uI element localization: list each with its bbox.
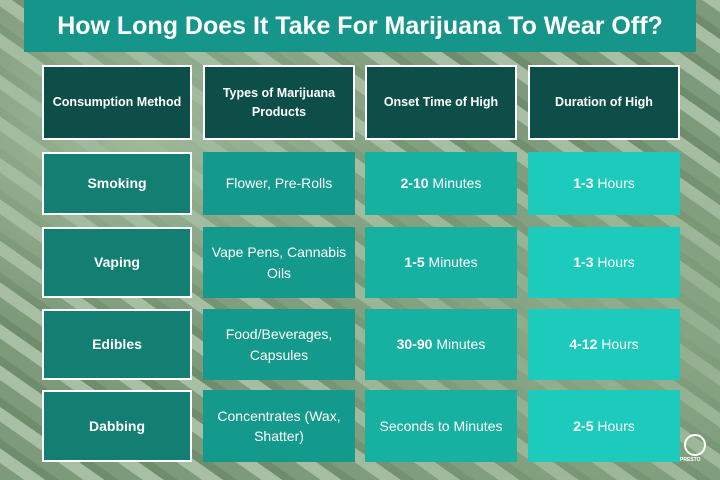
duration-cell: 4-12 Hours	[528, 309, 680, 380]
value-text: Hours	[593, 254, 635, 271]
value-bold: 1-3	[573, 254, 594, 271]
duration-value: 4-12 Hours	[569, 334, 638, 354]
value-bold: 1-3	[573, 175, 594, 192]
header-cell: Types of Marijuana Products	[203, 65, 355, 140]
value-text: Dabbing	[89, 417, 145, 434]
header-cell: Consumption Method	[42, 65, 192, 140]
products-cell: Flower, Pre-Rolls	[203, 152, 355, 215]
value-text: Smoking	[87, 175, 147, 192]
onset-cell: 2-10 Minutes	[365, 152, 517, 215]
value-text: Food/Beverages, Capsules	[225, 326, 333, 363]
value-text: Vaping	[94, 254, 140, 271]
value-text: Minutes	[424, 254, 478, 271]
duration-cell: 1-3 Hours	[528, 152, 680, 215]
duration-cell: 1-3 Hours	[528, 227, 680, 298]
onset-value: 2-10 Minutes	[401, 173, 482, 193]
onset-cell: 30-90 Minutes	[365, 309, 517, 380]
onset-value: 1-5 Minutes	[404, 252, 477, 272]
value-text: Hours	[593, 175, 635, 192]
value-text: Concentrates (Wax, Shatter)	[217, 407, 341, 444]
value-bold: 1-5	[404, 254, 425, 271]
header-cell: Onset Time of High	[365, 65, 517, 140]
value-text: Seconds to Minutes	[379, 417, 503, 434]
onset-cell: 1-5 Minutes	[365, 227, 517, 298]
value-text: Hours	[593, 417, 635, 434]
onset-cell: Seconds to Minutes	[365, 390, 517, 462]
method-cell: Dabbing	[42, 390, 192, 462]
header-label: Duration of High	[555, 95, 653, 110]
value-text: Vape Pens, Cannabis Oils	[211, 244, 347, 281]
value-bold: 30-90	[396, 336, 433, 353]
products-cell: Concentrates (Wax, Shatter)	[203, 390, 355, 462]
duration-cell: 2-5 Hours	[528, 390, 680, 462]
duration-value: 1-3 Hours	[573, 252, 634, 272]
duration-value: 1-3 Hours	[573, 173, 634, 193]
products-cell: Vape Pens, Cannabis Oils	[203, 227, 355, 298]
value-bold: 4-12	[569, 336, 598, 353]
onset-value: Seconds to Minutes	[380, 416, 503, 436]
method-cell: Smoking	[42, 152, 192, 215]
header-label: Types of Marijuana Products	[222, 86, 336, 119]
value-text: Minutes	[432, 336, 486, 353]
duration-value: 2-5 Hours	[573, 416, 634, 436]
header-cell: Duration of High	[528, 65, 680, 140]
value-bold: 2-10	[400, 175, 429, 192]
logo-text: PRESTO	[680, 457, 701, 463]
onset-value: 30-90 Minutes	[397, 334, 486, 354]
page-title: How Long Does It Take For Marijuana To W…	[24, 0, 696, 52]
header-label: Onset Time of High	[383, 95, 499, 110]
value-text: Minutes	[428, 175, 482, 192]
products-cell: Food/Beverages, Capsules	[203, 309, 355, 380]
method-cell: Edibles	[42, 309, 192, 380]
value-text: Edibles	[92, 336, 142, 353]
header-label: Consumption Method	[52, 95, 182, 110]
value-text: Flower, Pre-Rolls	[225, 175, 333, 192]
method-cell: Vaping	[42, 227, 192, 298]
logo-globe-icon	[684, 434, 706, 456]
value-bold: 2-5	[573, 417, 594, 434]
value-text: Hours	[597, 336, 639, 353]
